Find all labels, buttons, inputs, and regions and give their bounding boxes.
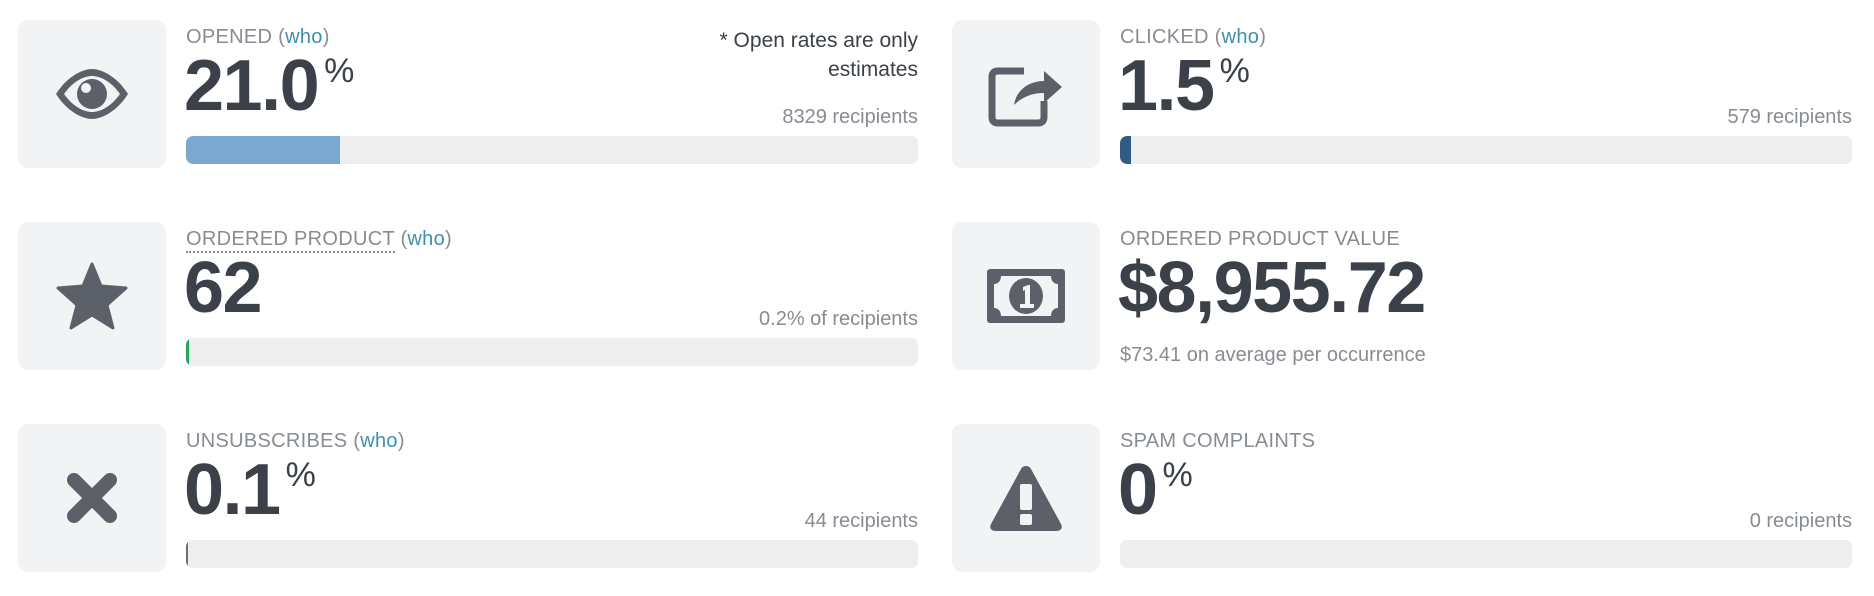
clicked-value: 1.5% [1118,50,1250,122]
unsubscribes-value-number: 0.1 [184,450,281,530]
opened-label: OPENED (who) [186,26,330,48]
ordered-recipients: 0.2% of recipients [759,308,918,330]
spam-value-number: 0 [1118,450,1158,530]
opened-progress-bar [186,136,918,164]
ordered-progress-bar [186,338,918,366]
clicked-progress-bar [1120,136,1852,164]
opened-icon-box [18,20,166,168]
ordered-value-amount: $8,955.72 [1118,248,1426,328]
ordered-progress-fill [186,338,189,366]
clicked-label-text: CLICKED [1120,26,1209,48]
ordered-value-number: 62 [184,248,263,328]
unsubscribes-recipients: 44 recipients [804,510,918,532]
unsubscribes-label-text: UNSUBSCRIBES [186,430,348,452]
unsubscribes-icon-box [18,424,166,572]
star-icon [56,262,128,330]
opened-value: 21.0% [184,50,354,122]
opened-who-link[interactable]: who [285,26,323,48]
x-icon [67,473,117,523]
spam-value-unit: % [1162,456,1193,494]
money-bill-icon [987,269,1065,323]
clicked-value-number: 1.5 [1118,46,1215,126]
opened-value-unit: % [324,52,355,90]
unsubscribes-value-unit: % [285,456,316,494]
warning-icon [990,466,1062,531]
spam-recipients: 0 recipients [1749,510,1852,532]
opened-card: OPENED (who) 21.0% * Open rates are only… [18,20,938,170]
clicked-progress-fill [1120,136,1131,164]
unsubscribes-card: UNSUBSCRIBES (who) 0.1% 44 recipients [18,424,938,574]
ordered-label: ORDERED PRODUCT (who) [186,228,452,253]
money-icon-box [952,222,1100,370]
unsubscribes-who-link[interactable]: who [360,430,398,452]
clicked-icon-box [952,20,1100,168]
clicked-label: CLICKED (who) [1120,26,1267,48]
spam-value: 0% [1118,454,1193,526]
spam-progress-bar [1120,540,1852,568]
unsubscribes-value: 0.1% [184,454,316,526]
spam-label: SPAM COMPLAINTS [1120,430,1316,452]
clicked-value-unit: % [1219,52,1250,90]
opened-recipients: 8329 recipients [782,106,918,128]
ordered-who-link[interactable]: who [407,228,446,250]
open-rate-note: * Open rates are only estimates [719,29,918,81]
spam-complaints-card: SPAM COMPLAINTS 0% 0 recipients [952,424,1872,574]
clicked-who-link[interactable]: who [1221,26,1260,48]
unsubscribes-progress-fill [186,540,188,568]
ordered-icon-box [18,222,166,370]
ordered-product-value-card: ORDERED PRODUCT VALUE $8,955.72 $73.41 o… [952,222,1872,372]
opened-progress-fill [186,136,340,164]
ordered-value-average: $73.41 on average per occurrence [1120,344,1426,366]
external-link-icon [988,67,1062,127]
ordered-product-card: ORDERED PRODUCT (who) 62 0.2% of recipie… [18,222,938,372]
clicked-recipients: 579 recipients [1727,106,1852,128]
unsubscribes-progress-bar [186,540,918,568]
eye-icon [56,69,128,119]
ordered-value-label: ORDERED PRODUCT VALUE [1120,228,1401,250]
ordered-value: 62 [184,252,263,324]
unsubscribes-label: UNSUBSCRIBES (who) [186,430,405,452]
opened-label-text: OPENED [186,26,273,48]
spam-icon-box [952,424,1100,572]
clicked-card: CLICKED (who) 1.5% 579 recipients [952,20,1872,170]
opened-value-number: 21.0 [184,46,320,126]
ordered-label-text: ORDERED PRODUCT [186,228,395,253]
